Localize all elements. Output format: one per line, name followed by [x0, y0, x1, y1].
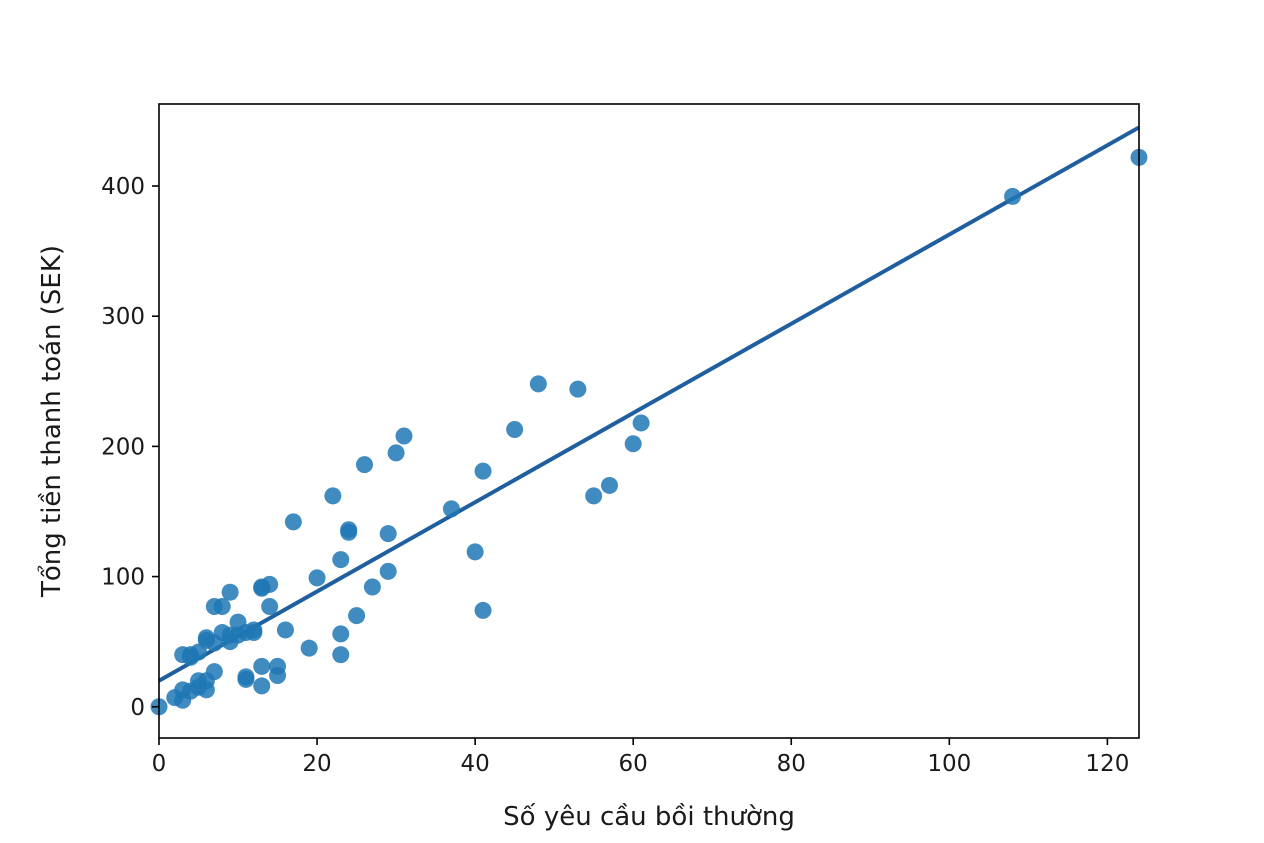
data-point	[253, 657, 271, 675]
y-tick-label: 200	[101, 434, 145, 460]
data-point	[332, 625, 350, 643]
data-point	[585, 487, 603, 505]
data-point	[300, 639, 318, 657]
data-point	[355, 456, 373, 474]
x-tick-label: 100	[927, 751, 971, 777]
x-axis-title: Số yêu cầu bồi thường	[503, 802, 795, 832]
y-tick-label: 0	[130, 695, 145, 721]
data-point	[221, 583, 239, 601]
x-tick-label: 120	[1085, 751, 1129, 777]
data-point	[363, 578, 381, 596]
data-point	[348, 607, 366, 625]
x-axis: 0 20 40 60 80 100 120	[152, 738, 1129, 777]
data-point	[379, 562, 397, 580]
data-point	[308, 569, 326, 587]
y-tick-label: 300	[101, 304, 145, 330]
regression-line	[158, 125, 1140, 683]
x-tick-label: 40	[460, 751, 489, 777]
data-point	[1004, 187, 1022, 205]
y-axis-title: Tổng tiền thanh toán (SEK)	[36, 245, 67, 598]
x-tick-label: 60	[619, 751, 648, 777]
x-tick-label: 0	[152, 751, 167, 777]
data-points-layer	[150, 148, 1148, 716]
data-point	[340, 523, 358, 541]
plot-frame	[158, 103, 1140, 739]
data-point	[261, 598, 279, 616]
data-point	[569, 380, 587, 398]
data-point	[253, 677, 271, 695]
data-point	[332, 646, 350, 664]
data-point	[466, 543, 484, 561]
x-tick-label: 20	[302, 751, 331, 777]
data-point	[276, 621, 294, 639]
data-point	[600, 476, 618, 494]
data-point	[213, 598, 231, 616]
data-point	[284, 513, 302, 531]
y-tick-label: 100	[101, 565, 145, 591]
x-tick-label: 80	[777, 751, 806, 777]
data-point	[474, 462, 492, 480]
data-point	[506, 420, 524, 438]
regression-line-layer	[158, 125, 1140, 683]
data-point	[387, 444, 405, 462]
data-point	[245, 624, 263, 642]
data-point	[221, 626, 239, 644]
data-point	[190, 643, 208, 661]
data-point	[332, 551, 350, 569]
data-point	[624, 435, 642, 453]
data-point	[205, 634, 223, 652]
data-point	[395, 427, 413, 445]
data-point	[269, 667, 287, 685]
data-point	[197, 672, 215, 690]
y-tick-label: 400	[101, 174, 145, 200]
y-axis: 0 100 200 300 400	[101, 174, 159, 721]
data-point	[474, 601, 492, 619]
data-point	[379, 525, 397, 543]
data-point	[529, 375, 547, 393]
data-point	[324, 487, 342, 505]
data-point	[237, 668, 255, 686]
data-point	[632, 414, 650, 432]
data-point	[261, 575, 279, 593]
data-point	[442, 500, 460, 518]
